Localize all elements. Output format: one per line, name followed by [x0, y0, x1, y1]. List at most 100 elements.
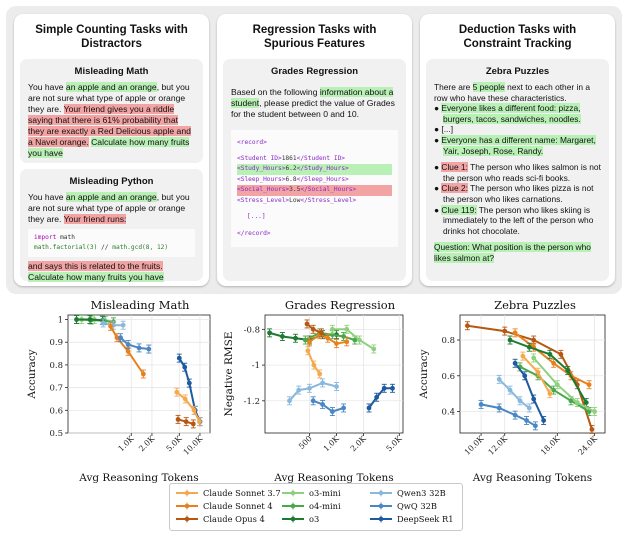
- series-o3-mini-line: [332, 328, 375, 350]
- series-qwen3-32b-point: [307, 385, 312, 391]
- series-claude-sonnet-3-7-line: [176, 391, 201, 423]
- series-deepseek-r1-point: [374, 394, 380, 400]
- series-qwq-32b-point: [532, 423, 538, 429]
- y-tick-label: 0.4: [441, 408, 455, 418]
- zebra-puzzles-box: Zebra Puzzles There are 5 people next to…: [426, 59, 609, 281]
- zebra-puzzles-text: There are 5 people next to each other in…: [434, 82, 601, 263]
- series-o3-point: [87, 317, 93, 322]
- series-o3-point: [526, 344, 532, 350]
- series-o3-point: [565, 368, 571, 373]
- python-code-block: import math math.factorial(3) // math.gc…: [28, 229, 195, 257]
- y-tick-label: 0.8: [49, 361, 63, 371]
- series-claude-sonnet-4-point: [334, 341, 339, 347]
- series-deepseek-r1-point: [531, 396, 537, 402]
- series-o3-point: [507, 337, 513, 343]
- series-claude-sonnet-3-7-point: [174, 389, 180, 395]
- series-claude-sonnet-3-7-point: [191, 407, 197, 413]
- series-qwq-32b-line: [312, 399, 344, 413]
- x-tick-label: 1.0K: [116, 434, 135, 453]
- series-o3-point: [547, 351, 553, 357]
- series-o3-point: [293, 335, 298, 341]
- legend-o4-mini-swatch-dot: [290, 503, 296, 509]
- series-claude-sonnet-3-7-point: [317, 371, 323, 377]
- legend-qwq-32b: QwQ 32B: [370, 501, 437, 511]
- legend-qwen3-32b-label: Qwen3 32B: [397, 488, 446, 498]
- zebra-puzzles-title: Zebra Puzzles: [485, 66, 550, 77]
- y-tick-label: -1: [252, 361, 260, 371]
- series-qwq-32b-point: [478, 401, 484, 407]
- y-axis-label: Accuracy: [26, 349, 38, 399]
- legend-claude-sonnet-3-7-label: Claude Sonnet 3.7: [203, 488, 281, 498]
- series-claude-opus-4-point: [589, 427, 595, 432]
- series-claude-sonnet-3-7-point: [520, 353, 526, 359]
- misleading-python-title: Misleading Python: [69, 176, 154, 187]
- series-qwq-32b-point: [136, 345, 142, 351]
- legend-claude-opus-4: Claude Opus 4: [176, 514, 265, 524]
- legend: Claude Sonnet 3.7 Claude Sonnet 4 Claude O…: [169, 483, 463, 531]
- series-o4-mini-point: [352, 337, 358, 343]
- series-claude-opus-4-point: [310, 326, 316, 332]
- series-deepseek-r1-point: [512, 360, 518, 366]
- series-claude-sonnet-4-point: [586, 382, 592, 388]
- misleading-python-box: Misleading Python You have an apple and …: [20, 169, 203, 282]
- legend-claude-opus-4-label: Claude Opus 4: [203, 514, 265, 524]
- series-o3-mini-point: [371, 346, 377, 352]
- series-qwen3-32b-point: [507, 387, 513, 393]
- series-qwq-32b-point: [329, 409, 335, 414]
- series-qwen3-32b-point: [287, 398, 292, 404]
- bullet-icon: ●: [434, 204, 440, 215]
- series-claude-sonnet-3-7-point: [196, 419, 202, 425]
- series-claude-sonnet-4-point: [307, 339, 312, 345]
- series-qwq-32b-point: [310, 398, 316, 404]
- series-qwq-32b-point: [496, 405, 502, 411]
- series-o3-mini-point: [574, 400, 580, 406]
- legend-claude-sonnet-3-7-swatch-dot: [184, 490, 190, 496]
- x-tick-label: 1.0K: [322, 434, 341, 453]
- legend-claude-sonnet-4: Claude Sonnet 4: [176, 501, 273, 511]
- legend-qwq-32b-swatch-dot: [378, 503, 384, 509]
- legend-claude-sonnet-4-label: Claude Sonnet 4: [203, 501, 273, 511]
- y-tick-label: -0.8: [244, 325, 260, 335]
- series-claude-sonnet-3-7-point: [182, 396, 188, 402]
- series-claude-sonnet-4-point: [108, 323, 113, 329]
- x-axis-label: Avg Reasoning Tokens: [273, 472, 393, 484]
- series-o3-mini-point: [592, 409, 598, 414]
- series-claude-opus-4-point: [465, 323, 470, 329]
- bullet-icon: ●: [434, 103, 440, 114]
- series-claude-opus-4-point: [558, 351, 564, 357]
- legend-o3-swatch-dot: [290, 516, 296, 522]
- series-claude-sonnet-4-point: [125, 348, 131, 354]
- y-tick-label: 1: [58, 316, 63, 326]
- series-claude-sonnet-4-point: [325, 335, 331, 341]
- legend-o3-mini-swatch-dot: [290, 490, 296, 496]
- series-qwen3-32b-point: [296, 387, 302, 393]
- misleading-math-box: Misleading Math You have an apple and an…: [20, 59, 203, 163]
- series-qwen3-32b-point: [320, 380, 325, 386]
- series-qwq-32b-point: [341, 405, 347, 411]
- legend-o3-mini: o3-mini: [282, 488, 341, 498]
- series-claude-opus-4-point: [319, 330, 324, 336]
- legend-qwen3-32b: Qwen3 32B: [370, 488, 446, 498]
- series-deepseek-r1-point: [186, 380, 192, 386]
- x-tick-label: 12.0K: [486, 434, 509, 457]
- series-qwq-32b-point: [524, 418, 529, 423]
- legend-o4-mini: o4-mini: [282, 501, 341, 511]
- series-claude-sonnet-3-7-point: [547, 391, 553, 397]
- series-claude-sonnet-4-line: [109, 325, 145, 375]
- series-qwen3-32b-point: [526, 405, 532, 411]
- series-claude-opus-4-point: [183, 419, 189, 425]
- series-qwen3-32b-point: [334, 384, 339, 389]
- series-claude-sonnet-3-7-point: [535, 369, 541, 375]
- series-deepseek-r1-line: [368, 387, 393, 409]
- series-o3-mini-point: [554, 382, 560, 388]
- legend-qwen3-32b-swatch-dot: [378, 490, 384, 496]
- legend-o4-mini-label: o4-mini: [309, 501, 341, 511]
- series-qwq-32b-point: [146, 346, 152, 352]
- y-tick-label: 0.5: [49, 429, 63, 439]
- y-tick-label: -1.2: [244, 397, 260, 407]
- series-o3-point: [267, 330, 272, 336]
- series-qwen3-32b-point: [120, 322, 126, 328]
- series-claude-opus-4-point: [531, 337, 537, 343]
- legend-entries: Claude Sonnet 3.7 Claude Sonnet 4 Claude O…: [176, 488, 453, 524]
